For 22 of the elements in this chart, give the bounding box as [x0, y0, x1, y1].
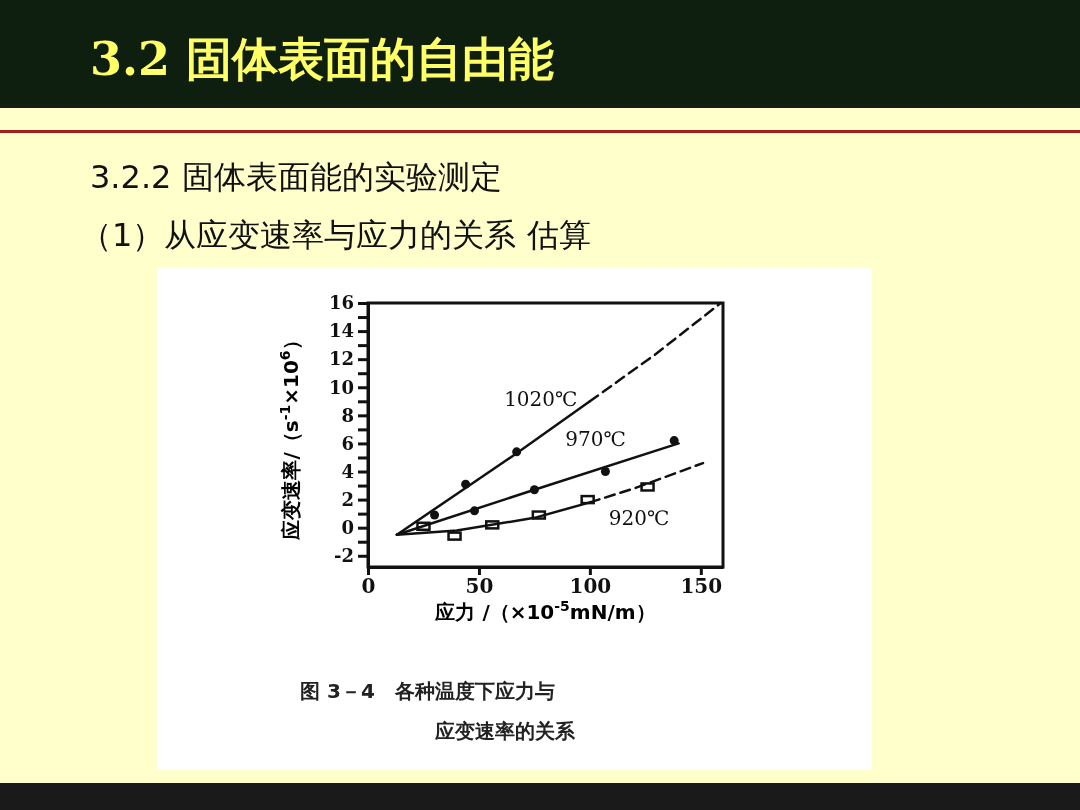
caption: 图 3－4 各种温度下应力与应变速率的关系: [300, 679, 576, 743]
y-tick-label: 6: [341, 432, 354, 454]
series-label: 970℃: [565, 426, 626, 451]
x-tick-label: 100: [569, 574, 612, 599]
y-tick-label: 8: [341, 404, 354, 426]
x-tick-label: 150: [680, 574, 723, 599]
y-tick-label: 10: [328, 376, 354, 398]
y-tick-label: 16: [328, 292, 354, 314]
y-tick-label: 12: [328, 348, 354, 370]
y-tick-label: 4: [341, 460, 354, 482]
series-label: 1020℃: [504, 386, 578, 411]
series-label: 920℃: [608, 505, 670, 530]
chart-title: 3.2 固体表面的自由能: [90, 32, 555, 86]
chart-subtitle: 3.2.2 固体表面能的实验测定: [90, 158, 502, 196]
text: （1）从应变速率与应力的关系 估算: [80, 216, 591, 254]
y-tick-label: -2: [334, 545, 354, 567]
y-tick-label: 2: [341, 488, 354, 510]
y-tick-label: 0: [341, 516, 354, 538]
x-tick-label: 0: [361, 574, 376, 599]
x-tick-label: 50: [465, 574, 494, 599]
y-tick-label: 14: [328, 320, 354, 342]
x-axis-title: 应力 /（×10$^{-5}$mN/m）: [434, 598, 656, 624]
